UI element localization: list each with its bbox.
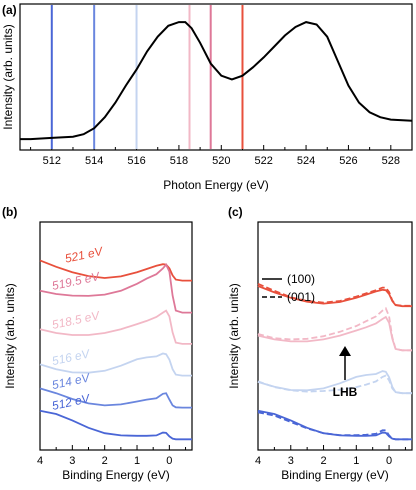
series-label: 516 eV	[51, 346, 92, 368]
panel-xtick-label: 4	[37, 455, 43, 467]
legend-dashed-label: (001)	[287, 290, 315, 304]
spectrum-line	[257, 282, 412, 307]
panel-a-markers	[50, 5, 244, 149]
panel-xtick-label: 3	[288, 455, 294, 467]
panel-c-xlabel: Binding Energy (eV)	[281, 468, 388, 482]
lhb-arrow-head	[339, 346, 351, 356]
panel-a-ticks: 512 514 516 518 520 522 524 526 528	[30, 145, 413, 167]
series-label: 518.5 eV	[51, 308, 102, 332]
spectrum-line	[39, 352, 192, 377]
spectrum-line	[39, 309, 192, 345]
spectrum-line	[39, 259, 192, 282]
panel-a-xtick-label: 516	[127, 155, 145, 167]
panel-xtick-label: 0	[166, 455, 172, 467]
xas-spectrum-line	[20, 21, 413, 141]
panel-a-xtick-label: 522	[254, 155, 272, 167]
panel-c-ticks: 4 3 2 1 0	[255, 445, 406, 467]
panel-a-frame	[19, 3, 413, 151]
lhb-label: LHB	[333, 385, 358, 399]
panel-a-xlabel: Photon Energy (eV)	[163, 178, 268, 192]
panel-a-xtick-label: 514	[85, 155, 103, 167]
spectrum-line	[39, 387, 192, 409]
spectrum-line	[257, 285, 412, 308]
spectrum-line	[257, 315, 412, 352]
panel-a-xtick-label: 512	[43, 155, 61, 167]
panel-xtick-label: 3	[69, 455, 75, 467]
panel-c-legend: (100) (001)	[262, 272, 315, 304]
panel-b-xlabel: Binding Energy (eV)	[62, 468, 169, 482]
panel-xtick-label: 2	[102, 455, 108, 467]
spectrum-line	[257, 307, 412, 352]
panel-b-frame	[39, 221, 193, 451]
spectrum-line	[39, 409, 192, 441]
lhb-annotation: LHB	[333, 346, 358, 399]
panel-xtick-label: 1	[353, 455, 359, 467]
spectrum-line	[257, 411, 412, 441]
panel-a-xtick-label: 526	[339, 155, 357, 167]
panel-b-ylabel: Intensity (arb. units)	[3, 283, 17, 388]
panel-a-xtick-label: 524	[297, 155, 315, 167]
spectrum-line	[257, 374, 412, 395]
panel-b-tag: (b)	[2, 205, 17, 219]
panel-a-lines	[20, 21, 413, 141]
panel-c-tag: (c)	[228, 205, 243, 219]
panel-c-lines	[257, 282, 412, 441]
panel-a-xtick-label: 518	[170, 155, 188, 167]
panel-a-xtick-label: 528	[382, 155, 400, 167]
panel-xtick-label: 0	[386, 455, 392, 467]
panel-b-lines	[39, 259, 192, 441]
panel-a-xtick-label: 520	[212, 155, 230, 167]
panel-c-ylabel: Intensity (arb. units)	[227, 283, 241, 388]
legend-solid-label: (100)	[287, 272, 315, 286]
panel-b-ticks: 4 3 2 1 0	[37, 445, 187, 467]
spectrum-line	[39, 262, 192, 314]
series-label: 512 eV	[51, 391, 92, 413]
panel-a: 512 514 516 518 520 522 524 526 528	[19, 3, 413, 167]
panel-a-ylabel: Intensity (arb. units)	[1, 24, 15, 129]
panel-xtick-label: 4	[255, 455, 261, 467]
panel-c: 4 3 2 1 0 (100) (001) LHB	[255, 221, 413, 467]
panel-xtick-label: 1	[134, 455, 140, 467]
series-label: 521 eV	[64, 244, 105, 266]
panel-a-tag: (a)	[2, 3, 17, 17]
panel-xtick-label: 2	[320, 455, 326, 467]
series-label: 514 eV	[51, 370, 92, 392]
